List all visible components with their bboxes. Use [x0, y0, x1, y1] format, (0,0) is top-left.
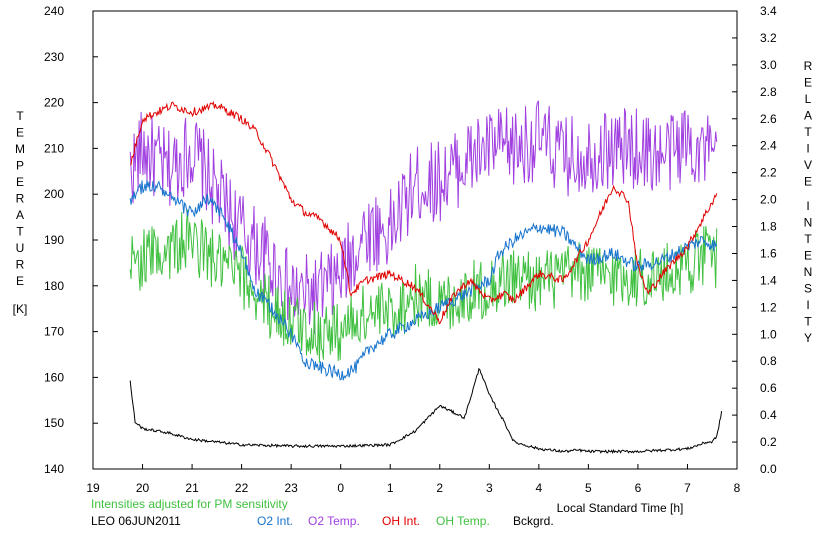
- x-tick-label: 7: [684, 481, 691, 495]
- left-tick-label: 160: [44, 370, 64, 384]
- right-tick-label: 0.4: [760, 408, 777, 422]
- x-tick-label: 3: [486, 481, 493, 495]
- right-axis-label-letter: A: [804, 109, 812, 123]
- left-tick-label: 170: [44, 325, 64, 339]
- right-tick-label: 0.6: [760, 381, 777, 395]
- left-axis-label-letter: E: [16, 126, 24, 140]
- x-tick-label: 8: [734, 481, 741, 495]
- right-axis-label-letter: R: [804, 59, 813, 73]
- legend-oh-temp: OH Temp.: [436, 514, 490, 528]
- plot-frame: [92, 10, 738, 470]
- left-tick-label: 240: [44, 4, 64, 18]
- left-axis-label-letter: M: [15, 142, 25, 156]
- right-tick-label: 2.6: [760, 112, 777, 126]
- right-tick-label: 3.2: [760, 31, 777, 45]
- right-tick-label: 3.0: [760, 58, 777, 72]
- right-axis-label-letter: N: [804, 216, 813, 230]
- series-line-bckgrd: [129, 367, 723, 455]
- right-axis-label-letter: S: [804, 282, 812, 296]
- x-tick-label: 19: [86, 481, 100, 495]
- right-axis-ticks: 0.0 0.2 0.4 0.6 0.8 1.0 1.2 1.4 1.6 1.8 2.0 2.2 2.4 2…: [732, 4, 777, 476]
- right-axis-label-letter: L: [805, 92, 812, 106]
- x-tick-label: 1: [387, 481, 394, 495]
- right-tick-label: 1.2: [760, 300, 777, 314]
- left-axis-label-letter: R: [16, 258, 25, 272]
- left-axis-label-letter: P: [16, 159, 24, 173]
- x-tick-label: 2: [436, 481, 443, 495]
- series-line-oh-temp: [129, 209, 718, 363]
- right-axis-label-letter: E: [804, 175, 812, 189]
- x-axis-label: Local Standard Time [h]: [557, 501, 684, 515]
- left-tick-label: 190: [44, 233, 64, 247]
- x-tick-label: 0: [337, 481, 344, 495]
- right-tick-label: 0.0: [760, 462, 777, 476]
- right-axis-label-letter: N: [804, 265, 813, 279]
- x-tick-label: 21: [185, 481, 199, 495]
- right-axis-label-letter: V: [804, 158, 812, 172]
- left-axis-label-letter: E: [16, 274, 24, 288]
- right-tick-label: 2.0: [760, 193, 777, 207]
- x-tick-label: 23: [284, 481, 298, 495]
- left-tick-label: 200: [44, 187, 64, 201]
- left-axis-label-letter: U: [16, 241, 25, 255]
- right-tick-label: 1.4: [760, 273, 777, 287]
- x-tick-label: 5: [585, 481, 592, 495]
- right-axis-label-letter: I: [806, 298, 809, 312]
- left-axis-label-letter: R: [16, 192, 25, 206]
- x-tick-label: 20: [136, 481, 150, 495]
- left-axis-ticks: 140 150 160 170 180 190 200 210 220 230 240: [44, 4, 98, 476]
- left-tick-label: 140: [44, 462, 64, 476]
- right-tick-label: 0.8: [760, 354, 777, 368]
- left-tick-label: 150: [44, 416, 64, 430]
- legend-oh-int: OH Int.: [382, 514, 420, 528]
- left-tick-label: 180: [44, 279, 64, 293]
- left-axis-label-letter: T: [16, 225, 24, 239]
- x-tick-label: 4: [536, 481, 543, 495]
- series-line-o2-temp: [129, 100, 718, 334]
- left-axis-label-letter: A: [16, 208, 24, 222]
- x-tick-label: 6: [635, 481, 642, 495]
- left-tick-label: 220: [44, 96, 64, 110]
- x-axis-ticks: 19 20 21 22 23 0 1 2 3 4 5 6 7 8: [86, 464, 741, 495]
- right-tick-label: 3.4: [760, 4, 777, 18]
- x-tick-label: 22: [235, 481, 249, 495]
- right-tick-label: 1.0: [760, 327, 777, 341]
- right-tick-label: 2.2: [760, 166, 777, 180]
- right-axis-label-letter: I: [806, 199, 809, 213]
- right-axis-label-letter: T: [804, 125, 812, 139]
- station-date-label: LEO 06JUN2011: [91, 514, 181, 528]
- sensitivity-note: Intensities adjusted for PM sensitivity: [91, 497, 288, 511]
- right-axis-label-letter: E: [804, 249, 812, 263]
- left-axis-label-letter: E: [16, 175, 24, 189]
- right-tick-label: 0.2: [760, 435, 777, 449]
- legend-background: Bckgrd.: [513, 514, 554, 528]
- left-axis-unit: [K]: [13, 302, 28, 316]
- series-line-oh-int: [130, 100, 718, 325]
- left-axis-label-letter: T: [16, 109, 24, 123]
- series-layer: [129, 100, 723, 455]
- right-tick-label: 2.8: [760, 85, 777, 99]
- left-tick-label: 210: [44, 141, 64, 155]
- right-axis-label-letter: E: [804, 76, 812, 90]
- right-tick-label: 1.8: [760, 220, 777, 234]
- right-axis-label-letter: I: [806, 142, 809, 156]
- series-line-o2-int: [129, 180, 718, 381]
- legend-o2-temp: O2 Temp.: [308, 514, 360, 528]
- right-tick-label: 2.4: [760, 139, 777, 153]
- left-tick-label: 230: [44, 50, 64, 64]
- right-axis-label-letter: Y: [804, 331, 812, 345]
- right-tick-label: 1.6: [760, 246, 777, 260]
- right-axis-label-letter: T: [804, 315, 812, 329]
- right-axis-label-letter: T: [804, 232, 812, 246]
- legend-o2-int: O2 Int.: [257, 514, 293, 528]
